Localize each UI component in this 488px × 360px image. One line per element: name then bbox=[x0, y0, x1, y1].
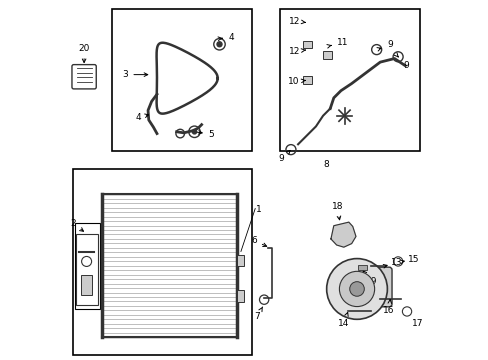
Text: 15: 15 bbox=[400, 255, 419, 264]
Bar bbox=[102, 194, 237, 337]
Text: 12: 12 bbox=[288, 47, 305, 56]
Circle shape bbox=[217, 42, 222, 47]
Text: 4: 4 bbox=[135, 113, 148, 122]
Text: 16: 16 bbox=[383, 300, 394, 315]
Circle shape bbox=[339, 271, 374, 307]
Text: 19: 19 bbox=[362, 271, 376, 286]
Bar bbox=[81, 275, 92, 295]
Bar bbox=[323, 51, 331, 59]
Text: 17: 17 bbox=[411, 319, 423, 328]
Text: 5: 5 bbox=[197, 130, 214, 139]
Text: 14: 14 bbox=[337, 312, 349, 328]
Text: 2: 2 bbox=[70, 219, 83, 231]
Text: 11: 11 bbox=[326, 38, 348, 48]
Circle shape bbox=[349, 282, 364, 296]
Text: 18: 18 bbox=[331, 202, 343, 220]
Text: 9: 9 bbox=[393, 53, 408, 71]
Text: 6: 6 bbox=[251, 236, 266, 247]
Bar bbox=[112, 9, 251, 152]
Bar bbox=[75, 234, 98, 305]
Text: 3: 3 bbox=[122, 70, 147, 79]
Bar bbox=[303, 41, 312, 48]
Text: 1: 1 bbox=[256, 205, 262, 214]
Bar bbox=[236, 291, 244, 302]
Circle shape bbox=[326, 258, 386, 319]
Bar bbox=[236, 255, 244, 266]
Bar bbox=[303, 76, 312, 84]
Bar bbox=[280, 9, 419, 152]
Bar bbox=[357, 265, 366, 270]
Text: 9: 9 bbox=[278, 150, 289, 163]
FancyBboxPatch shape bbox=[356, 267, 391, 307]
Text: 8: 8 bbox=[323, 160, 329, 169]
Text: 7: 7 bbox=[254, 307, 262, 321]
Bar bbox=[73, 169, 251, 355]
Circle shape bbox=[192, 130, 196, 134]
Polygon shape bbox=[330, 222, 355, 247]
Text: 20: 20 bbox=[78, 44, 90, 63]
Text: 12: 12 bbox=[288, 17, 305, 26]
Text: 13: 13 bbox=[383, 258, 402, 268]
Text: 4: 4 bbox=[218, 33, 234, 42]
Text: 10: 10 bbox=[288, 77, 305, 86]
Text: 9: 9 bbox=[376, 40, 392, 51]
Bar bbox=[75, 223, 100, 309]
